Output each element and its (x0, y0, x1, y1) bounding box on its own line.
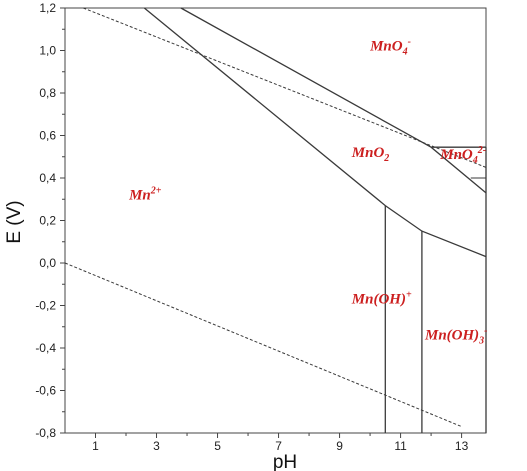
y-tick-label: -0,6 (35, 384, 56, 398)
y-axis-title: E (V) (4, 200, 25, 243)
x-tick-label: 7 (275, 439, 282, 453)
boundary-lines-layer (64, 7, 487, 433)
x-tick-label: 1 (92, 439, 99, 453)
y-tick-label: 0,2 (39, 214, 56, 228)
y-tick-label: -0,4 (35, 341, 56, 355)
x-tick-label: 5 (214, 439, 221, 453)
y-tick-label: 0,0 (39, 256, 56, 270)
x-tick-label: 13 (455, 439, 469, 453)
x-tick-label: 9 (336, 439, 343, 453)
water-stability-line (83, 7, 487, 168)
species-label: Mn2+ (128, 185, 162, 203)
y-tick-label: 0,6 (39, 129, 56, 143)
region-labels-layer: MnO4- MnO2 MnO42- Mn2+ Mn(OH)+ Mn(OH)3- (128, 37, 487, 347)
frame-layer (64, 7, 487, 434)
species-label: MnO4- (369, 37, 411, 58)
y-tick-label: 1,0 (39, 44, 56, 58)
species-label: Mn(OH)+ (351, 289, 412, 307)
y-tick-label: -0,2 (35, 299, 56, 313)
species-label: MnO2 (351, 145, 390, 164)
phase-boundary-line (143, 7, 487, 258)
phase-boundary-line (180, 7, 487, 194)
y-tick-label: 0,4 (39, 171, 56, 185)
x-tick-label: 11 (394, 439, 407, 453)
y-tick-label: -0,8 (35, 426, 56, 440)
y-tick-label: 0,8 (39, 86, 56, 100)
water-stability-line (64, 262, 462, 428)
x-axis-title: pH (273, 452, 297, 471)
plot-frame (64, 7, 487, 434)
y-tick-label: 1,2 (39, 1, 56, 15)
x-tick-label: 3 (153, 439, 160, 453)
axes-layer: 1 3 5 7 9 11 131,21,00,80,60,40,20,0-0,2-0,4-0… (35, 1, 468, 453)
species-label: MnO42- (439, 145, 486, 166)
species-label: Mn(OH)3- (424, 326, 488, 347)
